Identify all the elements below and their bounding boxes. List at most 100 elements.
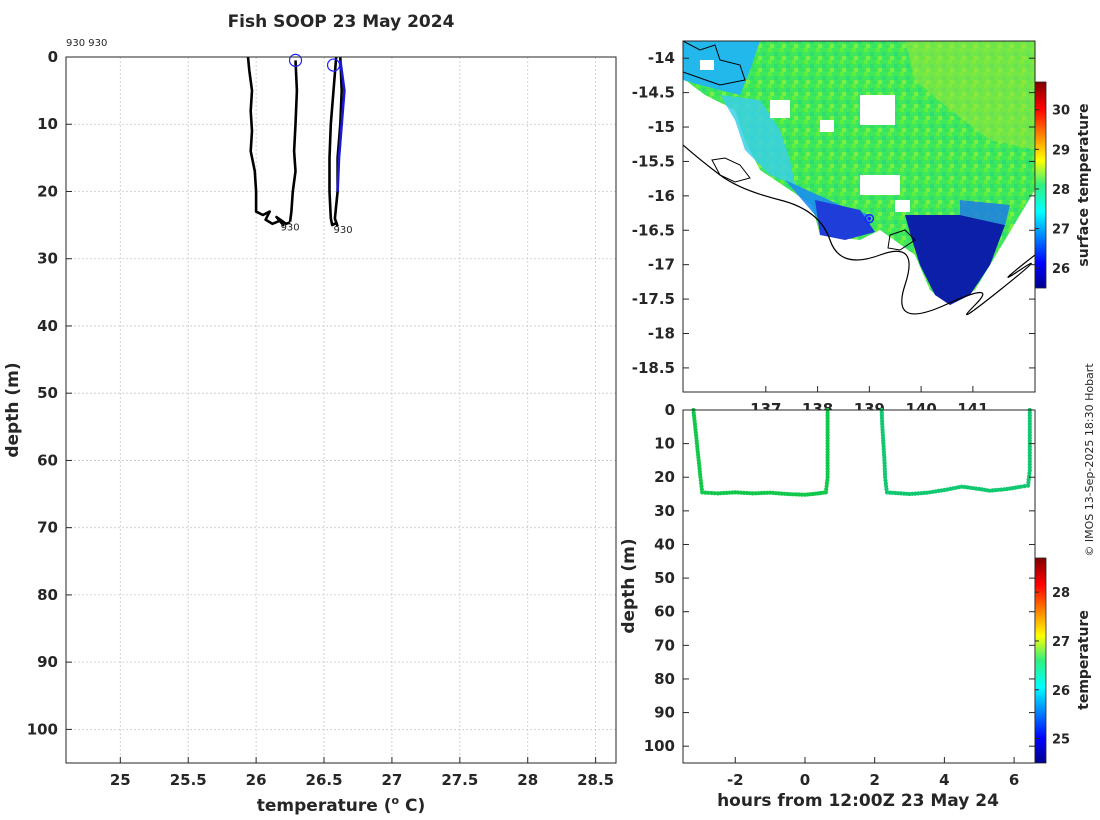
map-ytick-label: -15 <box>648 118 675 136</box>
profile-xtick-label: 28.5 <box>577 771 614 789</box>
profile-ticks: 25 25.5 26 26.5 27 27.5 28 28.5 0 10 20 30 40 50 60 70 8… <box>27 48 614 789</box>
depth-time-ytick-label: 70 <box>654 636 675 654</box>
map-panel: -14 -14.5 -15 -15.5 -16 -16.5 -17 -17.5 -18 -18.5… <box>632 40 1092 418</box>
depth-time-ytick-label: 100 <box>644 737 675 755</box>
profile-ylabel: depth (m) <box>3 362 23 457</box>
profile-xtick-label: 25 <box>110 771 131 789</box>
profile-series-line <box>328 56 339 227</box>
profile-xtick-label: 26.5 <box>306 771 343 789</box>
profile-ytick-label: 50 <box>37 384 58 402</box>
depth-time-point <box>699 487 704 492</box>
map-heatmap <box>683 41 1035 316</box>
depth-time-series <box>691 407 1032 497</box>
profile-ytick-label: 80 <box>37 586 58 604</box>
map-colorbar-tick-label: 28 <box>1052 183 1070 198</box>
depth-time-colorbar-label: temperature <box>1076 610 1092 710</box>
profile-ytick-label: 90 <box>37 653 58 671</box>
depth-time-ytick-label: 0 <box>665 401 675 419</box>
profile-xtick-label: 27.5 <box>441 771 478 789</box>
map-ytick-label: -16.5 <box>632 221 675 239</box>
profile-xlabel: temperature (o C) <box>257 794 426 816</box>
depth-time-colorbar-tick-label: 28 <box>1052 586 1070 601</box>
profile-xtick-label: 25.5 <box>170 771 207 789</box>
profile-series <box>246 56 346 227</box>
map-colorbar-ticks: 26 27 28 29 30 <box>1035 104 1070 277</box>
depth-time-xlabel: hours from 12:00Z 23 May 24 <box>717 791 999 811</box>
depth-time-ytick-label: 30 <box>654 502 675 520</box>
profile-xtick-label: 28 <box>517 771 538 789</box>
profile-top-label: 930 930 <box>66 38 107 49</box>
depth-time-point <box>1027 462 1032 467</box>
map-ytick-label: -17 <box>648 256 675 274</box>
depth-time-point <box>1027 447 1032 452</box>
profile-series-line <box>333 56 344 227</box>
map-colorbar-label: surface temperature <box>1076 103 1092 266</box>
depth-time-xtick-label: 0 <box>800 771 810 789</box>
depth-time-colorbar-tick-label: 26 <box>1052 684 1070 699</box>
depth-time-point <box>1027 465 1032 470</box>
map-colorbar-tick-label: 27 <box>1052 223 1070 238</box>
profile-xtick-label: 27 <box>381 771 402 789</box>
depth-time-point <box>1022 484 1027 489</box>
map-ytick-label: -16 <box>648 187 675 205</box>
depth-time-panel: 0 10 20 30 40 50 60 70 80 90 100 -2 0 2 4 6 hours from … <box>619 401 1092 811</box>
profile-annotation-0: 930 <box>281 222 300 233</box>
depth-time-point <box>1027 468 1032 473</box>
depth-time-ytick-label: 20 <box>654 468 675 486</box>
map-ytick-label: -17.5 <box>632 290 675 308</box>
depth-time-ylabel: depth (m) <box>619 538 639 633</box>
depth-time-ytick-label: 10 <box>654 435 675 453</box>
map-colorbar-tick-label: 30 <box>1052 104 1070 119</box>
profile-ytick-label: 100 <box>27 720 58 738</box>
map-colorbar <box>1034 81 1047 289</box>
profile-markers <box>288 53 341 72</box>
depth-time-point <box>712 491 717 496</box>
vessel-position-marker <box>864 213 875 224</box>
profile-annotation-1: 930 <box>334 225 353 236</box>
vessel-position-dot <box>867 216 872 221</box>
depth-time-point <box>916 491 921 496</box>
depth-time-colorbar-ticks: 25 26 27 28 <box>1035 586 1070 748</box>
profile-ytick-label: 0 <box>48 48 58 66</box>
depth-time-xtick-label: 6 <box>1009 771 1019 789</box>
depth-time-point <box>823 490 829 495</box>
depth-time-ytick-label: 80 <box>654 670 675 688</box>
depth-time-point <box>1027 456 1032 461</box>
depth-time-colorbar-tick-label: 27 <box>1052 635 1070 650</box>
map-ytick-label: -14.5 <box>632 84 675 102</box>
depth-time-point <box>1027 453 1032 458</box>
depth-time-xtick-label: 4 <box>939 771 949 789</box>
depth-time-point <box>1027 450 1032 455</box>
depth-time-point <box>700 490 705 495</box>
map-colorbar-tick-label: 29 <box>1052 143 1070 158</box>
depth-time-point <box>706 490 711 495</box>
depth-time-point <box>698 475 703 480</box>
depth-time-ytick-label: 40 <box>654 535 675 553</box>
profile-panel: 930 930 25 25.5 26 26.5 27 27.5 28 28.5 0 10 20 30 4… <box>3 48 617 816</box>
profile-ytick-label: 60 <box>37 451 58 469</box>
map-colorbar-tick-label: 26 <box>1052 262 1070 277</box>
depth-time-point <box>779 491 784 496</box>
profile-series-line <box>336 60 346 192</box>
depth-time-ytick-label: 60 <box>654 603 675 621</box>
profile-series-line <box>288 60 299 222</box>
surface-circle-a <box>288 53 303 67</box>
depth-time-colorbar <box>1034 557 1047 764</box>
depth-time-ytick-label: 90 <box>654 704 675 722</box>
depth-time-point <box>883 475 888 480</box>
surface-circle-b <box>326 58 341 72</box>
depth-time-point <box>1027 444 1032 449</box>
depth-time-point <box>1019 484 1024 489</box>
depth-time-point <box>703 490 708 495</box>
depth-time-xtick-label: -2 <box>727 771 744 789</box>
map-ytick-label: -18.5 <box>632 359 675 377</box>
depth-time-ytick-label: 50 <box>654 569 675 587</box>
profile-ytick-label: 30 <box>37 250 58 268</box>
profile-xtick-label: 26 <box>246 771 267 789</box>
depth-time-point <box>709 490 714 496</box>
figure-title: Fish SOOP 23 May 2024 <box>228 12 455 32</box>
credit-text: © IMOS 13-Sep-2025 18:30 Hobart <box>1083 363 1096 557</box>
depth-time-point <box>1027 459 1032 464</box>
profile-series-line <box>246 56 291 227</box>
